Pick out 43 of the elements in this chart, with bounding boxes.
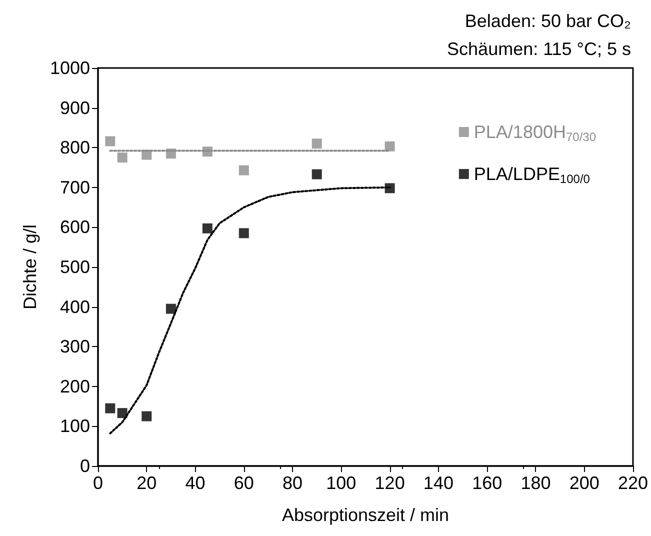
x-tick-label: 0 xyxy=(92,473,104,493)
x-tick-label: 60 xyxy=(234,473,254,493)
x-axis-title: Absorptionszeit / min xyxy=(282,505,450,525)
y-tick-label: 1000 xyxy=(50,58,90,78)
point xyxy=(105,136,116,146)
y-tick-label: 300 xyxy=(60,336,90,357)
x-tick-label: 20 xyxy=(136,473,157,493)
x-tick-label: 220 xyxy=(618,473,648,493)
x-tick-label: 40 xyxy=(185,473,206,493)
point xyxy=(384,183,395,194)
y-tick-label: 200 xyxy=(60,376,90,396)
point xyxy=(202,223,212,234)
y-tick-label: 0 xyxy=(80,456,90,476)
x-tick-label: 160 xyxy=(472,473,502,493)
y-axis-title: Dichte / g/l xyxy=(20,224,40,310)
y-tick-label: 600 xyxy=(60,217,90,238)
y-tick-label: 900 xyxy=(60,98,90,118)
point xyxy=(312,169,322,180)
text: Schäumen: 115 °C; 5 s xyxy=(447,39,632,59)
point xyxy=(166,148,176,159)
point xyxy=(142,150,152,160)
x-tick-label: 140 xyxy=(423,473,454,493)
y-tick-label: 400 xyxy=(60,296,90,317)
x-tick-label: 200 xyxy=(569,473,600,493)
point xyxy=(117,152,128,163)
point xyxy=(117,408,128,418)
point xyxy=(105,403,116,414)
point xyxy=(166,304,176,314)
point xyxy=(202,146,212,157)
point xyxy=(312,138,322,149)
x-tick-label: 80 xyxy=(282,473,303,493)
x-tick-label: 180 xyxy=(520,473,551,493)
x-tick-label: 120 xyxy=(374,473,405,493)
point xyxy=(142,411,152,422)
y-tick-label: 700 xyxy=(60,177,90,198)
x-tick-label: 100 xyxy=(326,473,356,493)
point xyxy=(238,165,249,176)
text: Beladen: 50 bar CO₂ xyxy=(464,11,632,31)
y-tick-label: 800 xyxy=(60,138,90,158)
y-tick-label: 500 xyxy=(60,257,90,277)
y-tick-label: 100 xyxy=(60,416,90,436)
point xyxy=(238,228,249,238)
point xyxy=(384,141,395,152)
